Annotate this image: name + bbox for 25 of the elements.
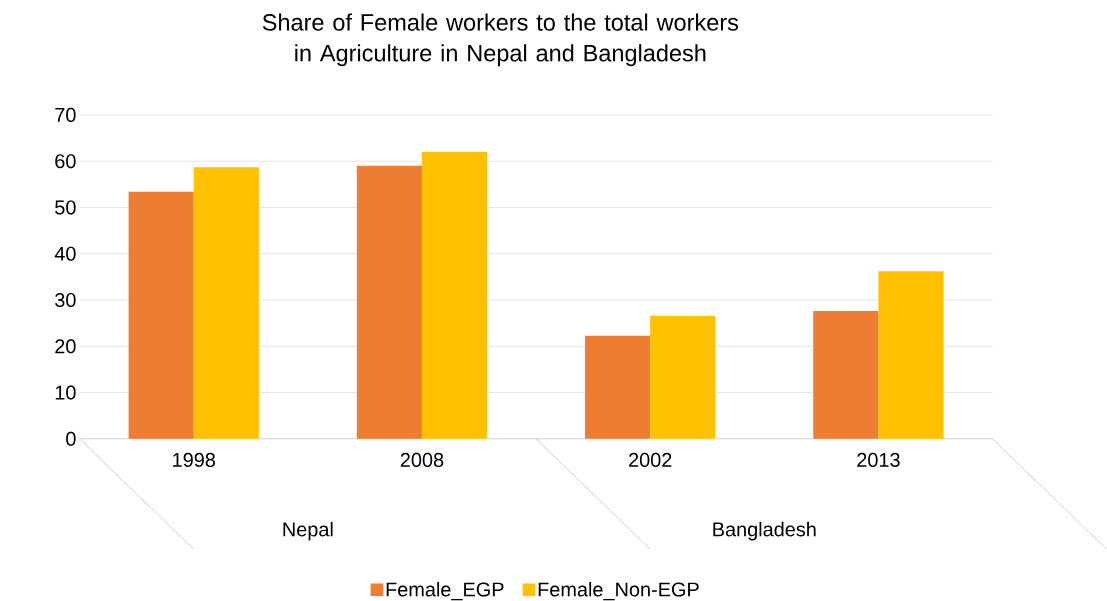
- bar: [650, 315, 716, 439]
- legend-label: Female_Non-EGP: [538, 581, 699, 601]
- y-tick-label: 0: [66, 431, 76, 446]
- bar: [878, 271, 944, 439]
- bar: [813, 310, 879, 439]
- bar: [421, 151, 488, 439]
- x-tick-label: 2002: [629, 452, 672, 467]
- legend-label: Female_EGP: [386, 581, 504, 601]
- y-tick-label: 60: [55, 153, 76, 169]
- x-tick-label: 2013: [857, 452, 900, 467]
- y-tick-label: 10: [55, 385, 76, 400]
- y-tick-label: 40: [54, 246, 76, 261]
- bar: [585, 335, 651, 439]
- y-tick-label: 30: [55, 292, 76, 307]
- x-tick-label: 2008: [400, 452, 444, 467]
- y-tick-label: 70: [55, 107, 76, 122]
- bar: [193, 167, 259, 439]
- bar: [356, 165, 422, 439]
- text: Bangladesh: [713, 521, 816, 541]
- y-tick-label: 50: [55, 200, 76, 215]
- bar: [128, 191, 194, 439]
- y-tick-label: 20: [55, 339, 76, 354]
- chart-title: Share of Female workers to the total workers in Agriculture in Nepal and Bangladesh: [262, 13, 739, 67]
- x-tick-label: 1998: [173, 452, 215, 467]
- text: Nepal: [283, 521, 333, 541]
